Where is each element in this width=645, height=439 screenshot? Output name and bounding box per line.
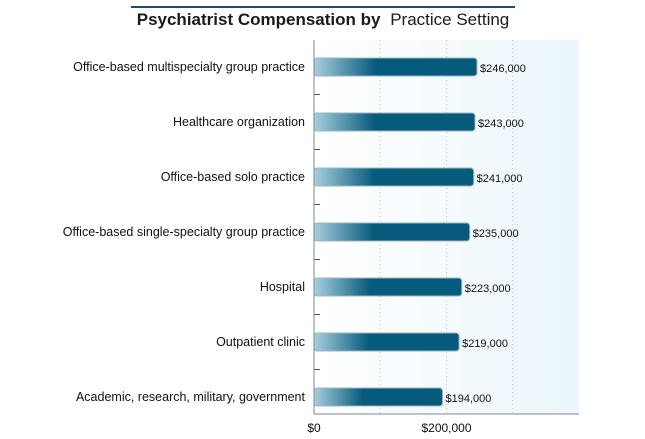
category-label: Academic, research, military, government [76,390,306,404]
data-label: $194,000 [446,393,492,405]
x-tick-label: $200,000 [421,421,471,435]
bar [313,277,463,297]
chart-title: Psychiatrist Compensation by Practice Se… [137,10,510,29]
category-label: Office-based multispecialty group practi… [73,60,305,74]
data-label: $219,000 [462,338,508,350]
x-tick-labels: $0 $200,000 [307,421,472,435]
bar [313,167,475,187]
chart-title-rest: Practice Setting [390,10,509,29]
bar [313,222,471,242]
value-labels: $246,000 $243,000 $241,000 $235,000 $223,000… [446,63,526,405]
category-label: Healthcare organization [173,115,305,129]
category-label: Outpatient clinic [216,335,305,349]
category-label: Office-based single-specialty group prac… [63,225,305,239]
category-label: Office-based solo practice [161,170,305,184]
category-label: Hospital [260,280,305,294]
data-label: $235,000 [473,228,519,240]
data-label: $223,000 [465,283,511,295]
x-tick-label: $0 [307,421,321,435]
data-label: $243,000 [478,118,524,130]
data-label: $241,000 [477,173,523,185]
bar [313,332,460,352]
bar [313,387,444,407]
chart-title-bold: Psychiatrist Compensation by [137,10,381,29]
category-labels: Office-based multispecialty group practi… [63,60,306,404]
category-tick-marks [314,94,320,370]
bar [313,112,476,132]
bars [313,57,478,407]
data-label: $246,000 [480,63,526,75]
bar [313,57,478,77]
